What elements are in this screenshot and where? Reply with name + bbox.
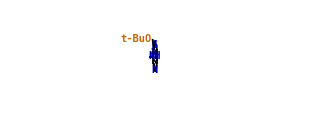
Text: 2: 2 (151, 48, 155, 57)
Text: t-BuO: t-BuO (121, 34, 152, 44)
Text: S: S (151, 40, 157, 49)
Text: NH: NH (149, 50, 161, 60)
Text: N: N (151, 65, 157, 74)
